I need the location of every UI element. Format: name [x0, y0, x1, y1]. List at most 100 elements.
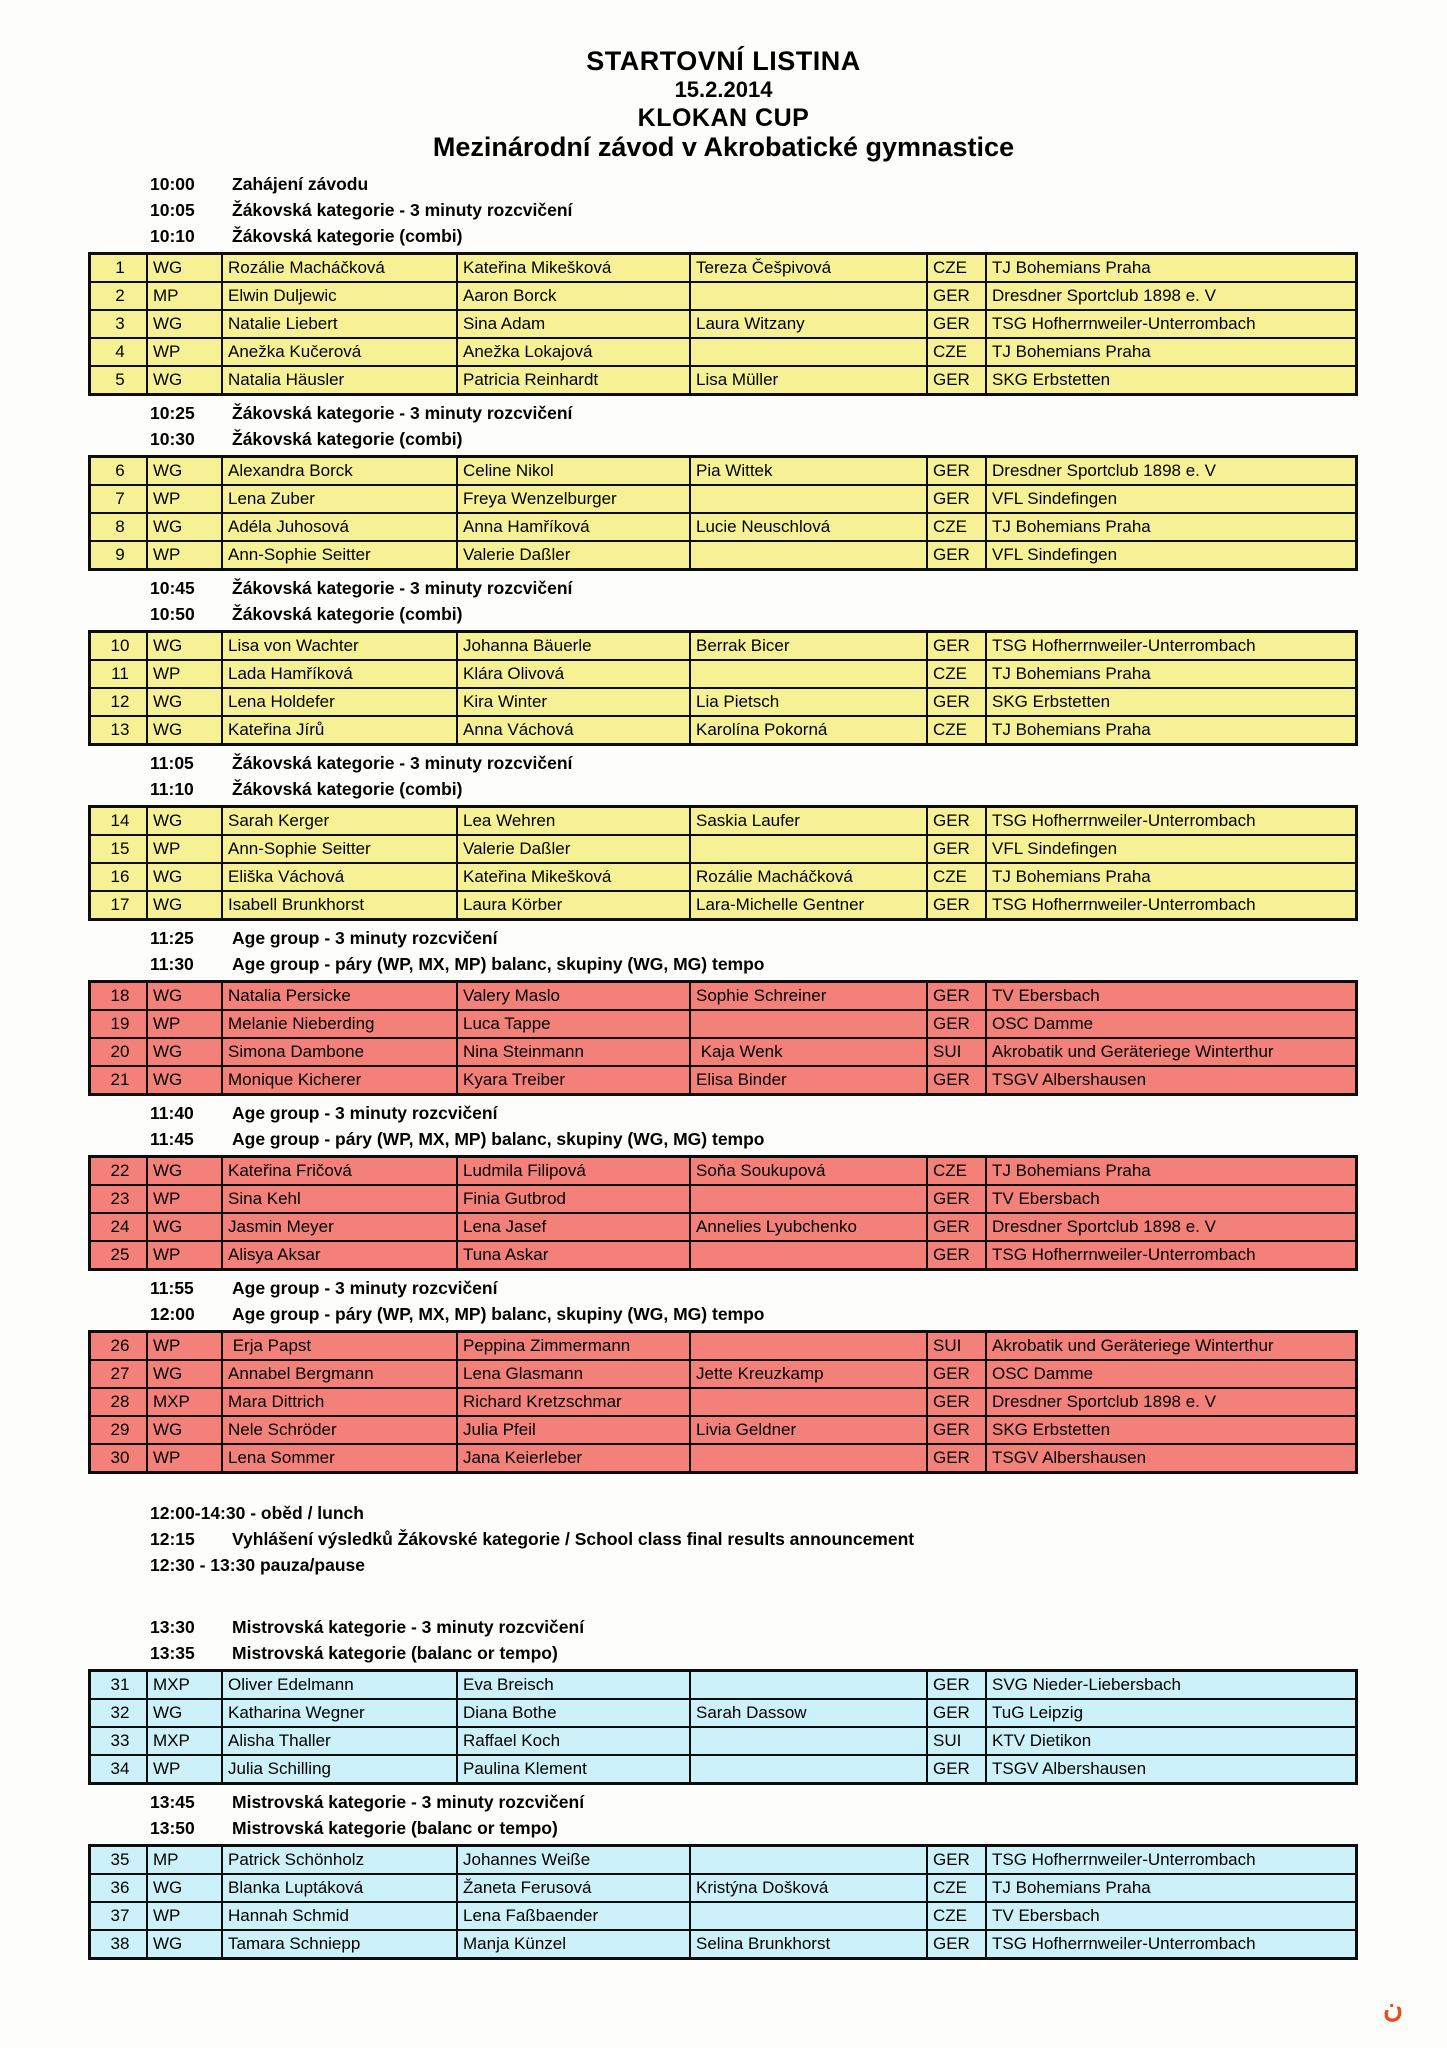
category: WP: [146, 1009, 223, 1039]
gymnast-1: Melanie Nieberding: [221, 1009, 458, 1039]
gymnast-3: Kaja Wenk: [689, 1037, 928, 1067]
gymnast-2: Patricia Reinhardt: [456, 365, 691, 396]
gymnast-2: Celine Nikol: [456, 455, 691, 486]
schedule-line: 10:30 Žákovská kategorie (combi): [150, 427, 1325, 451]
row-number: 38: [88, 1929, 148, 1960]
table-row: 27 WG Annabel Bergmann Lena Glasmann Jette K…: [88, 1359, 1358, 1389]
row-number: 33: [88, 1726, 148, 1756]
category: WG: [146, 1155, 223, 1186]
schedule-label: Vyhlášení výsledků Žákovské kategorie / …: [232, 1529, 915, 1549]
category: WP: [146, 659, 223, 689]
country: GER: [926, 1359, 987, 1389]
table-row: 28 MXP Mara Dittrich Richard Kretzschmar GER…: [88, 1387, 1358, 1417]
table-row: 32 WG Katharina Wegner Diana Bothe Sarah Das…: [88, 1698, 1358, 1728]
country: GER: [926, 1387, 987, 1417]
gymnast-1: Lena Holdefer: [221, 687, 458, 717]
club: SVG Nieder-Liebersbach: [985, 1669, 1358, 1700]
schedule-label: Zahájení závodu: [232, 174, 369, 194]
gymnast-2: Manja Künzel: [456, 1929, 691, 1960]
club: TV Ebersbach: [985, 1901, 1358, 1931]
table-row: 26 WP Erja Papst Peppina Zimmermann SUI Akro…: [88, 1330, 1358, 1361]
country: GER: [926, 1184, 987, 1214]
table-row: 23 WP Sina Kehl Finia Gutbrod GER TV Ebersbac…: [88, 1184, 1358, 1214]
table-row: 20 WG Simona Dambone Nina Steinmann Kaja We…: [88, 1037, 1358, 1067]
table-row: 25 WP Alisya Aksar Tuna Askar GER TSG Hofherr…: [88, 1240, 1358, 1271]
schedule-label: Žákovská kategorie (combi): [232, 604, 463, 624]
gymnast-3: Lia Pietsch: [689, 687, 928, 717]
country: GER: [926, 1443, 987, 1474]
gymnast-3: [689, 659, 928, 689]
schedule-line: 12:15 Vyhlášení výsledků Žákovské kategor…: [150, 1527, 1325, 1551]
row-number: 10: [88, 630, 148, 661]
country: CZE: [926, 1873, 987, 1903]
category: WP: [146, 484, 223, 514]
gymnast-3: [689, 1726, 928, 1756]
gymnast-1: Natalia Persicke: [221, 980, 458, 1011]
table-row: 19 WP Melanie Nieberding Luca Tappe GER OSC D…: [88, 1009, 1358, 1039]
country: GER: [926, 1212, 987, 1242]
country: GER: [926, 1698, 987, 1728]
row-number: 19: [88, 1009, 148, 1039]
schedule-time: 10:25: [150, 403, 195, 423]
category: WG: [146, 512, 223, 542]
club: SKG Erbstetten: [985, 365, 1358, 396]
schedule-time: 13:50: [150, 1818, 195, 1838]
schedule-line: 13:35 Mistrovská kategorie (balanc or tem…: [150, 1641, 1325, 1665]
schedule-label: Mistrovská kategorie - 3 minuty rozcviče…: [232, 1792, 585, 1812]
row-number: 4: [88, 337, 148, 367]
table-row: 24 WG Jasmin Meyer Lena Jasef Annelies Lyubc…: [88, 1212, 1358, 1242]
gymnast-3: Lisa Müller: [689, 365, 928, 396]
corner-mark: ن: [1383, 1993, 1403, 2023]
table-row: 37 WP Hannah Schmid Lena Faßbaender CZE TV Eb…: [88, 1901, 1358, 1931]
schedule-label: Age group - 3 minuty rozcvičení: [232, 1278, 498, 1298]
country: CZE: [926, 1155, 987, 1186]
table-row: 21 WG Monique Kicherer Kyara Treiber Elisa B…: [88, 1065, 1358, 1096]
schedule-time: 11:45: [150, 1129, 194, 1149]
row-number: 24: [88, 1212, 148, 1242]
country: CZE: [926, 252, 987, 283]
country: GER: [926, 540, 987, 571]
category: WG: [146, 1037, 223, 1067]
schedule-line: 11:55 Age group - 3 minuty rozcvičení: [150, 1276, 1325, 1300]
schedule-time: 12:30 - 13:30: [150, 1555, 256, 1575]
gymnast-2: Aaron Borck: [456, 281, 691, 311]
gymnast-2: Diana Bothe: [456, 1698, 691, 1728]
row-number: 20: [88, 1037, 148, 1067]
country: SUI: [926, 1726, 987, 1756]
document-header: STARTOVNÍ LISTINA 15.2.2014 KLOKAN CUP M…: [0, 0, 1447, 162]
club: TSG Hofherrnweiler-Unterrombach: [985, 890, 1358, 921]
gymnast-1: Kateřina Fričová: [221, 1155, 458, 1186]
country: GER: [926, 1844, 987, 1875]
gymnast-2: Finia Gutbrod: [456, 1184, 691, 1214]
category: WG: [146, 630, 223, 661]
gymnast-3: [689, 1754, 928, 1785]
gymnast-1: Rozálie Macháčková: [221, 252, 458, 283]
schedule-line: 11:05 Žákovská kategorie - 3 minuty rozcv…: [150, 751, 1325, 775]
club: TV Ebersbach: [985, 1184, 1358, 1214]
row-number: 25: [88, 1240, 148, 1271]
country: GER: [926, 484, 987, 514]
gymnast-1: Lena Sommer: [221, 1443, 458, 1474]
table-row: 35 MP Patrick Schönholz Johannes Weiße GER TS…: [88, 1844, 1358, 1875]
gymnast-3: [689, 1387, 928, 1417]
gymnast-2: Luca Tappe: [456, 1009, 691, 1039]
row-number: 28: [88, 1387, 148, 1417]
schedule-time: 10:30: [150, 429, 195, 449]
schedule-time: 11:10: [150, 779, 194, 799]
schedule-time: 12:00-14:30: [150, 1503, 246, 1523]
club: Dresdner Sportclub 1898 e. V: [985, 1212, 1358, 1242]
country: GER: [926, 890, 987, 921]
gymnast-1: Elwin Duljewic: [221, 281, 458, 311]
row-number: 22: [88, 1155, 148, 1186]
category: WG: [146, 252, 223, 283]
schedule-label: - oběd / lunch: [245, 1503, 364, 1523]
category: MP: [146, 1844, 223, 1875]
gymnast-1: Tamara Schniepp: [221, 1929, 458, 1960]
row-number: 11: [88, 659, 148, 689]
category: WG: [146, 455, 223, 486]
gymnast-3: Jette Kreuzkamp: [689, 1359, 928, 1389]
schedule-label: Age group - páry (WP, MX, MP) balanc, sk…: [232, 1129, 765, 1149]
club: TJ Bohemians Praha: [985, 659, 1358, 689]
gymnast-1: Monique Kicherer: [221, 1065, 458, 1096]
table-row: 17 WG Isabell Brunkhorst Laura Körber Lara-M…: [88, 890, 1358, 921]
